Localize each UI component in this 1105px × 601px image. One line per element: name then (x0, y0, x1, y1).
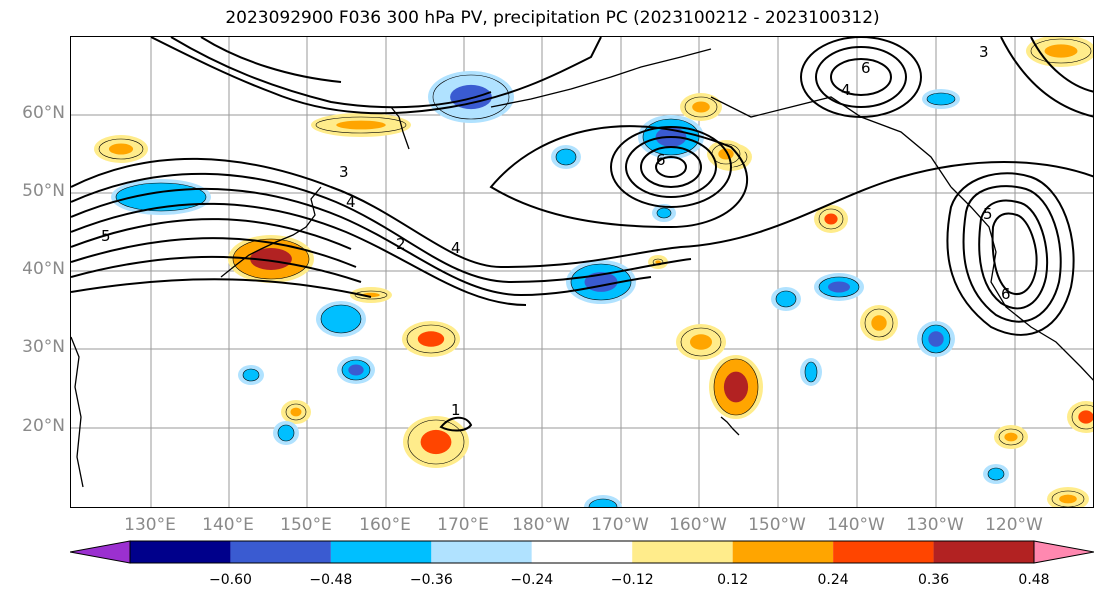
colorbar-swatch (531, 541, 633, 563)
contour-label: 1 (451, 401, 461, 419)
precip-cell (228, 235, 314, 283)
colorbar-swatch (732, 541, 834, 563)
longitude-label: 150°W (748, 515, 806, 535)
contour-label: 3 (979, 43, 989, 61)
colorbar-tick: 0.36 (917, 572, 950, 588)
contour-label: 5 (983, 205, 993, 223)
colorbar-tick: −0.60 (208, 572, 252, 588)
precip-cell (281, 400, 311, 424)
precip-cell (1047, 487, 1089, 507)
longitude-label: 120°W (985, 515, 1043, 535)
longitude-label: 130°W (906, 515, 964, 535)
precip-cell (800, 358, 822, 386)
precip-cell (676, 324, 726, 360)
precip-cell (860, 305, 898, 341)
latitude-label: 20°N (22, 416, 65, 436)
colorbar-swatch (330, 541, 432, 563)
latitude-label: 40°N (22, 259, 65, 279)
longitude-label: 160°W (669, 515, 727, 535)
colorbar-swatch (833, 541, 934, 563)
precip-cell (402, 321, 460, 357)
contour-label: 4 (451, 239, 461, 257)
colorbar-extend-high (1033, 540, 1094, 564)
longitude-label: 180°W (512, 515, 570, 535)
precip-cell (551, 145, 581, 169)
precip-cell (311, 113, 411, 137)
contour-label: 6 (861, 59, 871, 77)
colorbar-tick: 0.24 (817, 572, 849, 588)
colorbar-tick: −0.48 (309, 572, 353, 588)
colorbar-tick: 0.12 (717, 572, 749, 588)
contour-label: 6 (1001, 285, 1011, 303)
longitude-label: 130°E (124, 515, 176, 535)
colorbar-tick: 0.48 (1018, 572, 1050, 588)
precip-cell (428, 71, 514, 123)
precip-cell (273, 421, 299, 445)
precip-cell (917, 321, 955, 357)
colorbar-tick: −0.12 (610, 572, 654, 588)
colorbar-swatch (230, 541, 331, 563)
precip-cell (111, 179, 211, 215)
longitude-label: 140°E (202, 515, 254, 535)
contour-label: 4 (346, 193, 356, 211)
colorbar-swatch (933, 541, 1034, 563)
longitude-label: 170°W (591, 515, 649, 535)
contour-label: 6 (656, 151, 666, 169)
precip-cell (994, 425, 1028, 449)
precip-cell (584, 495, 622, 507)
longitude-label: 170°E (437, 515, 489, 535)
precip-cell (771, 287, 801, 311)
precip-cell (652, 204, 676, 222)
pv-contours (71, 37, 1093, 432)
contour-label: 4 (841, 81, 851, 99)
precip-cell (238, 365, 264, 385)
colorbar-swatch (130, 541, 231, 563)
precip-cell (983, 464, 1009, 484)
contour-label: 2 (396, 235, 406, 253)
precip-cell (350, 287, 392, 303)
coastline-asia (71, 336, 84, 488)
precip-cell (94, 135, 148, 163)
colorbar-extend-low (70, 540, 131, 564)
contour-label: 5 (101, 227, 111, 245)
latitude-label: 50°N (22, 181, 65, 201)
colorbar-swatch (632, 541, 733, 563)
precip-cell (922, 89, 960, 109)
precip-cell (337, 356, 375, 384)
contour-label: 3 (339, 163, 349, 181)
latitude-label: 60°N (22, 103, 65, 123)
colorbar-tick: 0.60 (1099, 572, 1105, 588)
colorbar (70, 540, 1094, 564)
precip-cell (1026, 37, 1093, 67)
coastline-alaska (710, 96, 952, 188)
colorbar-tick: −0.24 (510, 572, 554, 588)
precip-cell (814, 205, 848, 233)
chart-title: 2023092900 F036 300 hPa PV, precipitatio… (225, 8, 880, 28)
coastline-northamerica (950, 186, 1093, 381)
coastline-hawaii (720, 416, 740, 436)
precip-cell (316, 301, 366, 337)
precip-cell (403, 416, 469, 468)
precip-cell (680, 93, 722, 121)
coastline-aleutians (490, 48, 712, 108)
precip-cell (709, 355, 763, 419)
latitude-label: 30°N (22, 337, 65, 357)
longitude-label: 160°E (359, 515, 411, 535)
precipitation-shading (94, 37, 1093, 507)
precip-cell (814, 273, 864, 301)
colorbar-swatch (431, 541, 532, 563)
colorbar-tick: −0.36 (409, 572, 453, 588)
longitude-label: 150°E (280, 515, 332, 535)
precip-cell (1067, 401, 1093, 433)
longitude-label: 140°W (827, 515, 885, 535)
